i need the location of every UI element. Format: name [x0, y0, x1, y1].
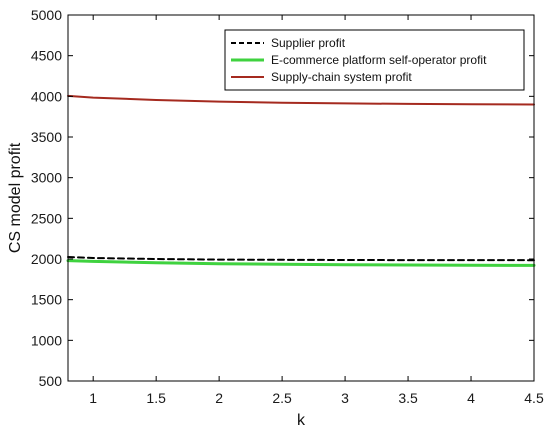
x-tick-label: 4.5	[524, 390, 544, 406]
legend-box	[224, 29, 525, 91]
y-tick-label: 2500	[31, 210, 62, 226]
y-tick-label: 500	[39, 373, 63, 389]
legend-label-supplier: Supplier profit	[271, 36, 346, 50]
supplier-profit-line	[67, 256, 535, 262]
x-tick-label: 4	[467, 390, 475, 406]
x-axis-title: k	[297, 412, 306, 429]
y-tick-label: 3500	[31, 129, 62, 145]
y-tick-label: 1500	[31, 292, 62, 308]
y-tick-label: 5000	[31, 7, 62, 23]
x-tick-label: 1	[89, 390, 97, 406]
x-tick-label: 2.5	[272, 390, 292, 406]
legend: Supplier profit E-commerce platform self…	[224, 29, 525, 91]
legend-label-system: Supply-chain system profit	[271, 70, 412, 84]
x-tick-label: 2	[215, 390, 223, 406]
x-tick-label: 1.5	[146, 390, 166, 406]
y-tick-label: 4500	[31, 48, 62, 64]
plot-frame	[67, 14, 535, 382]
series-layer	[66, 94, 536, 267]
legend-label-platform: E-commerce platform self-operator profit	[271, 53, 487, 67]
supply-chain-system-profit-line	[67, 94, 535, 106]
x-tick-label: 3.5	[398, 390, 418, 406]
y-tick-label: 3000	[31, 170, 62, 186]
platform-self-operator-profit-line	[66, 259, 536, 267]
y-tick-label: 4000	[31, 88, 62, 104]
y-tick-label: 1000	[31, 332, 62, 348]
y-tick-label: 2000	[31, 251, 62, 267]
x-tick-label: 3	[341, 390, 349, 406]
x-axis-ticks: 1 1.5 2 2.5 3 3.5 4 4.5	[89, 15, 544, 406]
y-axis-ticks: 500 1000 1500 2000 2500 3000 3500 4000 4500 5000	[31, 7, 534, 389]
y-axis-title: CS model profit	[7, 142, 24, 253]
